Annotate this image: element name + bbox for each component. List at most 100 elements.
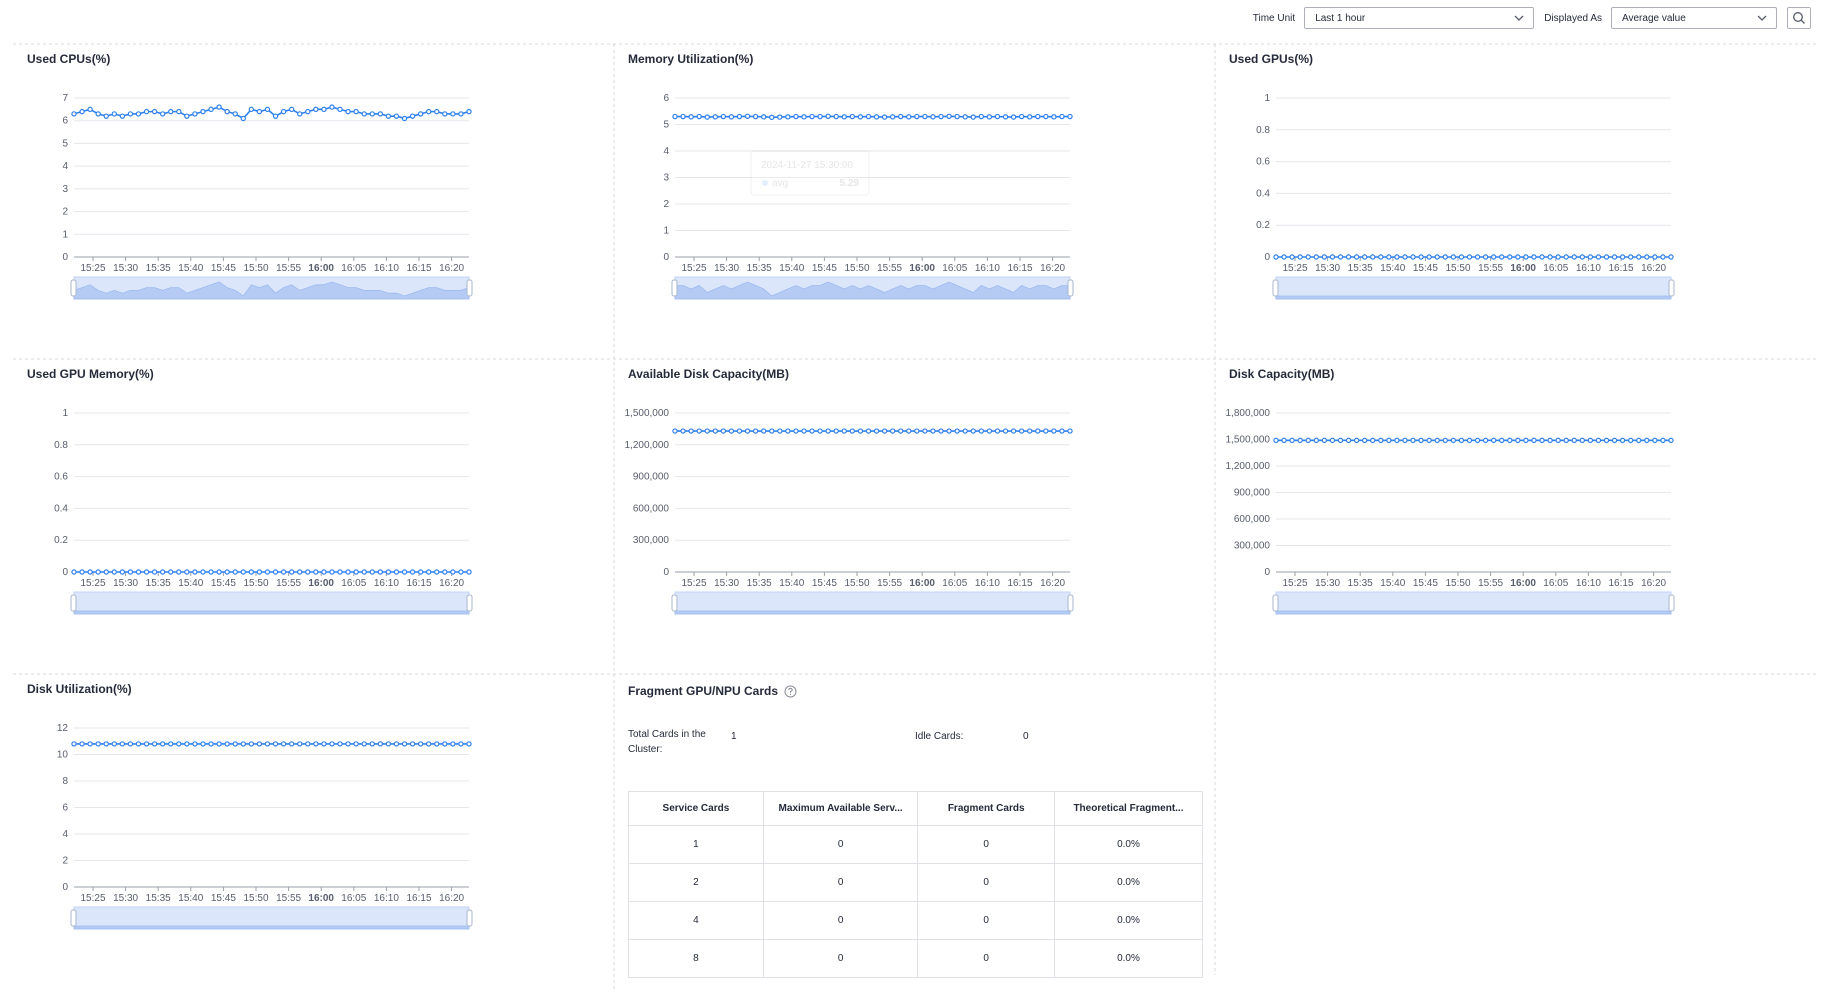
table-cell: 0 [762, 863, 919, 902]
zoom-handle-right[interactable] [466, 909, 473, 927]
data-point [103, 113, 109, 119]
zoom-handle-right[interactable] [466, 279, 473, 297]
data-point [409, 113, 416, 119]
data-point [672, 113, 678, 120]
zoom-handle-left[interactable] [70, 909, 77, 927]
data-point [769, 428, 775, 434]
x-tick-label: 15:40 [178, 578, 203, 589]
data-point [865, 113, 872, 120]
zoom-handle-left[interactable] [1272, 279, 1279, 297]
data-point [1410, 437, 1416, 444]
zoom-handle-left[interactable] [671, 279, 678, 297]
data-point [914, 113, 920, 120]
data-point [1627, 437, 1634, 444]
y-tick-label: 0.8 [54, 440, 68, 451]
data-point [1010, 114, 1017, 120]
data-point [1313, 437, 1320, 444]
displayed-as-select[interactable]: Average value [1611, 7, 1777, 29]
panel-disk-utilization: Disk Utilization(%) 0 2 4 6 8 10 12 15:25 15:30 1… [13, 674, 614, 989]
data-point [401, 741, 408, 747]
data-point [208, 741, 214, 747]
x-tick-label: 16:05 [1543, 263, 1568, 274]
data-point [1289, 254, 1295, 260]
data-point [817, 113, 823, 120]
panel-disk-capacity: Disk Capacity(MB) 0 300,000 600,000 900,000… [1215, 359, 1816, 674]
data-point [232, 569, 238, 575]
data-point [280, 569, 287, 575]
data-point [71, 741, 77, 747]
search-button[interactable] [1787, 7, 1811, 29]
data-point [1026, 428, 1033, 434]
data-point [1539, 437, 1545, 444]
data-point [1002, 114, 1009, 120]
help-circle-icon[interactable] [784, 685, 797, 698]
zoom-handle-right[interactable] [466, 594, 473, 612]
x-tick-label: 15:45 [1413, 263, 1438, 274]
data-point [1499, 437, 1505, 444]
y-tick-label: 0 [1264, 567, 1270, 578]
data-point [736, 428, 743, 434]
data-point [1490, 437, 1497, 444]
data-point [1337, 254, 1344, 260]
column-header: Maximum Available Serv... [762, 791, 919, 826]
data-point [353, 569, 359, 575]
data-point [87, 106, 93, 113]
y-tick-label: 900,000 [633, 472, 670, 483]
data-point [393, 741, 400, 747]
x-tick-label: 16:05 [1543, 578, 1568, 589]
data-point [313, 106, 319, 113]
data-point [1619, 254, 1626, 260]
y-tick-label: 0.4 [1256, 188, 1270, 199]
data-point [1660, 254, 1666, 260]
data-point [1418, 437, 1424, 444]
data-point [1273, 254, 1279, 260]
x-tick-label: 15:45 [211, 893, 236, 904]
zoom-preview-area [73, 281, 470, 300]
data-point [450, 569, 456, 575]
zoom-handle-left[interactable] [1272, 594, 1279, 612]
y-tick-label: 6 [663, 93, 669, 104]
data-point [1466, 254, 1473, 260]
data-point [1523, 254, 1529, 260]
data-point [401, 569, 408, 575]
y-tick-label: 1,200,000 [1226, 461, 1271, 472]
zoom-handle-right[interactable] [1067, 594, 1074, 612]
panel-memory-utilization: Memory Utilization(%) 0 1 2 3 4 5 6 15:25 15:30 1… [614, 44, 1215, 359]
data-point [696, 113, 702, 120]
data-point [1507, 437, 1513, 444]
data-point [970, 114, 976, 120]
data-point [458, 741, 464, 747]
data-point [1579, 437, 1586, 444]
zoom-handle-left[interactable] [70, 594, 77, 612]
zoom-handle-left[interactable] [671, 594, 678, 612]
zoom-handle-right[interactable] [1668, 279, 1675, 297]
data-point [200, 108, 206, 115]
table-cell: 8 [628, 939, 764, 978]
data-point [272, 741, 279, 747]
data-point [1378, 254, 1384, 260]
data-point [79, 569, 85, 575]
series-line [675, 115, 1070, 119]
data-point [1426, 437, 1432, 444]
y-tick-label: 5 [62, 138, 68, 149]
data-point [119, 569, 126, 575]
y-tick-label: 4 [62, 161, 68, 172]
data-point [1458, 254, 1465, 260]
data-point [417, 569, 424, 575]
data-point [264, 106, 271, 113]
y-tick-label: 600,000 [1234, 514, 1271, 525]
data-point [1035, 428, 1041, 434]
zoom-handle-right[interactable] [1067, 279, 1074, 297]
total-cards-value: 1 [731, 731, 737, 742]
data-point [898, 428, 904, 434]
time-unit-select[interactable]: Last 1 hour [1304, 7, 1535, 29]
data-point [785, 428, 791, 434]
x-tick-label: 15:45 [211, 263, 236, 274]
data-point [305, 741, 311, 747]
y-tick-label: 0 [663, 252, 669, 263]
zoom-handle-right[interactable] [1668, 594, 1675, 612]
data-point [720, 113, 727, 120]
zoom-handle-left[interactable] [70, 279, 77, 297]
data-point [442, 741, 448, 747]
data-point [680, 428, 686, 434]
